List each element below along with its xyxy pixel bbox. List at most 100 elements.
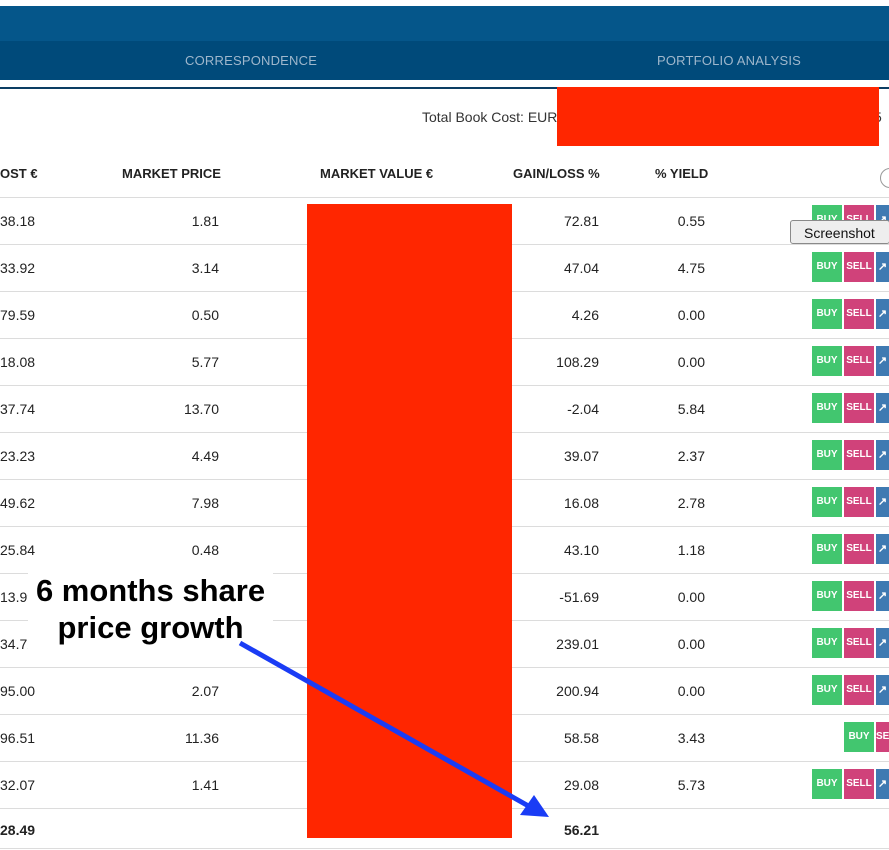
app-header <box>0 0 889 41</box>
cell-market-price: 7.98 <box>191 495 219 511</box>
header-top-strip <box>0 0 889 6</box>
cell-yield: 0.00 <box>677 683 705 699</box>
cell-market-price: 11.36 <box>185 730 219 746</box>
chart-icon: ↗ <box>877 355 888 367</box>
chart-icon: ↗ <box>877 449 888 461</box>
buy-button[interactable]: BUY <box>812 346 842 376</box>
cell-yield: 5.73 <box>677 777 705 793</box>
chart-icon: ↗ <box>877 261 888 273</box>
tab-correspondence[interactable]: CORRESPONDENCE <box>185 53 318 68</box>
cell-cost: 95.00 <box>0 683 36 699</box>
cell-gain-loss: 47.04 <box>563 260 599 276</box>
cell-gain-loss: 16.08 <box>563 495 599 511</box>
cell-yield: 4.75 <box>677 260 705 276</box>
buy-button[interactable]: BUY <box>812 581 842 611</box>
cell-yield: 0.00 <box>677 307 705 323</box>
chart-button[interactable]: ↗ <box>876 393 889 423</box>
redaction-book-cost <box>557 87 879 146</box>
cell-gain-loss: 29.08 <box>563 777 599 793</box>
cell-gain-loss: -51.69 <box>559 589 599 605</box>
cell-gain-loss: 43.10 <box>563 542 599 558</box>
sell-button[interactable]: SELL <box>844 346 874 376</box>
total-cost: 28.49 <box>0 822 36 838</box>
cell-market-price: 2.07 <box>191 683 219 699</box>
cell-gain-loss: 72.81 <box>563 213 599 229</box>
cell-gain-loss: 4.26 <box>571 307 599 323</box>
header-gain-loss[interactable]: GAIN/LOSS % <box>513 166 600 181</box>
sell-button[interactable]: SELL <box>844 487 874 517</box>
cell-cost: 33.92 <box>0 260 36 276</box>
chart-button[interactable]: ↗ <box>876 581 889 611</box>
chart-button[interactable]: ↗ <box>876 346 889 376</box>
sell-button[interactable]: SELL <box>844 769 874 799</box>
buy-button[interactable]: BUY <box>812 769 842 799</box>
chart-button[interactable]: ↗ <box>876 487 889 517</box>
buy-button[interactable]: BUY <box>812 393 842 423</box>
buy-button[interactable]: BUY <box>812 675 842 705</box>
nav-divider <box>0 87 889 89</box>
chart-button[interactable]: ↗ <box>876 769 889 799</box>
cell-yield: 0.55 <box>677 213 705 229</box>
cell-cost: 96.51 <box>0 730 36 746</box>
buy-button[interactable]: BUY <box>812 487 842 517</box>
chart-icon: ↗ <box>877 684 888 696</box>
sell-button[interactable]: SELL <box>844 534 874 564</box>
chart-icon: ↗ <box>877 778 888 790</box>
cell-yield: 3.43 <box>677 730 705 746</box>
cell-yield: 2.37 <box>677 448 705 464</box>
cell-market-price: 13.70 <box>183 401 219 417</box>
cell-yield: 1.18 <box>677 542 705 558</box>
sell-button[interactable]: SELL <box>844 628 874 658</box>
chart-button[interactable]: ↗ <box>876 675 889 705</box>
chart-button[interactable]: ↗ <box>876 252 889 282</box>
chart-button[interactable]: ↗ <box>876 440 889 470</box>
chart-icon: ↗ <box>877 402 888 414</box>
chart-button[interactable]: ↗ <box>876 534 889 564</box>
cell-cost: 38.18 <box>0 213 36 229</box>
chart-icon: ↗ <box>877 308 888 320</box>
row-divider <box>0 197 889 198</box>
sell-button[interactable]: SELL <box>844 252 874 282</box>
cell-gain-loss: 58.58 <box>563 730 599 746</box>
cell-yield: 0.00 <box>677 354 705 370</box>
screenshot-tooltip: Screenshot <box>790 220 889 244</box>
sell-button[interactable]: SE <box>876 722 889 752</box>
sell-button[interactable]: SELL <box>844 440 874 470</box>
sell-button[interactable]: SELL <box>844 581 874 611</box>
chart-button[interactable]: ↗ <box>876 628 889 658</box>
cell-yield: 5.84 <box>677 401 705 417</box>
cell-market-price: 5.77 <box>191 354 219 370</box>
sell-button[interactable]: SELL <box>844 393 874 423</box>
header-market-price[interactable]: MARKET PRICE <box>122 166 221 181</box>
buy-button[interactable]: BUY <box>844 722 874 752</box>
cell-gain-loss: -2.04 <box>567 401 599 417</box>
buy-button[interactable]: BUY <box>812 299 842 329</box>
header-market-value[interactable]: MARKET VALUE € <box>320 166 434 181</box>
row-divider <box>0 848 889 849</box>
redaction-market-value <box>307 204 512 838</box>
chart-button[interactable]: ↗ <box>876 299 889 329</box>
nav-bar: CORRESPONDENCE PORTFOLIO ANALYSIS <box>0 41 889 80</box>
chart-icon: ↗ <box>877 543 888 555</box>
cell-cost: 37.74 <box>0 401 36 417</box>
buy-button[interactable]: BUY <box>812 534 842 564</box>
cell-market-price: 1.41 <box>191 777 219 793</box>
sell-button[interactable]: SELL <box>844 299 874 329</box>
chart-icon: ↗ <box>877 590 888 602</box>
cell-cost: 13.99 <box>0 589 36 605</box>
cell-yield: 2.78 <box>677 495 705 511</box>
cell-cost: 25.84 <box>0 542 36 558</box>
tab-portfolio-analysis[interactable]: PORTFOLIO ANALYSIS <box>657 53 801 68</box>
cell-market-price: 4.49 <box>191 448 219 464</box>
header-cost: OST € <box>0 166 38 181</box>
header-yield[interactable]: % YIELD <box>655 166 709 181</box>
buy-button[interactable]: BUY <box>812 252 842 282</box>
cell-market-price: 1.81 <box>191 213 219 229</box>
cell-yield: 0.00 <box>677 636 705 652</box>
cell-market-price: 3.14 <box>191 260 219 276</box>
buy-button[interactable]: BUY <box>812 440 842 470</box>
buy-button[interactable]: BUY <box>812 628 842 658</box>
chart-icon: ↗ <box>877 637 888 649</box>
sell-button[interactable]: SELL <box>844 675 874 705</box>
annotation-callout: 6 months share price growth <box>28 572 273 650</box>
